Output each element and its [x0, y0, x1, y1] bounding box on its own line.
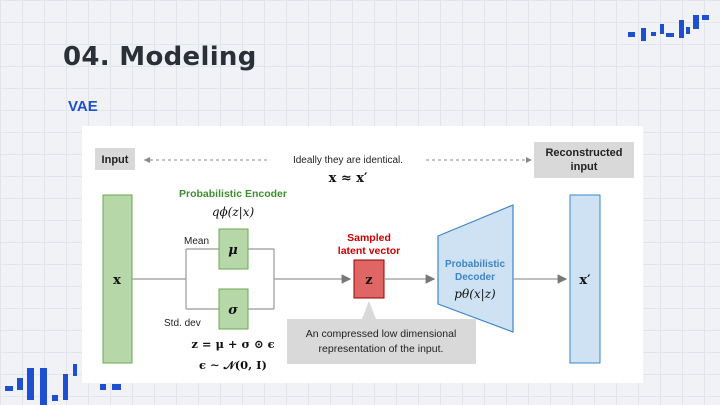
slide-title: 04. Modeling [63, 42, 257, 72]
sampled-label-line1: Sampled [347, 232, 391, 244]
encoder-formula: qϕ(z|x) [212, 205, 255, 219]
mu-symbol: μ [228, 243, 238, 258]
decoration-bottom-left [0, 362, 130, 405]
identical-formula: x ≈ x′ [329, 171, 368, 186]
output-xprime-column [569, 194, 601, 364]
decoder-shape [437, 204, 514, 333]
decoration-top-right [620, 10, 715, 45]
slide-subtitle: VAE [68, 98, 98, 115]
input-x-symbol: x [113, 273, 121, 288]
input-x-column [102, 194, 133, 364]
reconstructed-label-box [534, 142, 634, 178]
reparam-formula: z = μ + σ ⊙ ϵ [191, 337, 274, 351]
z-symbol: z [365, 273, 372, 288]
mu-box [218, 228, 249, 270]
vae-diagram-panel: Input Ideally they are identical. x ≈ x′… [82, 126, 643, 383]
callout-line1: An compressed low dimensional [306, 328, 457, 340]
identical-arrowhead-right [526, 157, 532, 163]
decoder-formula: pθ(x|z) [454, 287, 496, 301]
sampled-label-line2: latent vector [338, 245, 400, 257]
encoder-title: Probabilistic Encoder [179, 188, 287, 200]
z-box [353, 259, 385, 299]
sigma-box [218, 288, 249, 330]
reconstructed-label-line2: input [571, 161, 598, 173]
decoder-title-line1: Probabilistic [445, 259, 505, 270]
sigma-symbol: σ [228, 303, 238, 318]
identical-text: Ideally they are identical. [293, 155, 403, 166]
latent-callout-box [287, 301, 476, 364]
std-label: Std. dev [164, 318, 201, 329]
identical-arrowhead-left [144, 157, 150, 163]
input-label-box [95, 148, 135, 170]
vae-diagram: Input Ideally they are identical. x ≈ x′… [95, 142, 634, 372]
reconstructed-label-line1: Reconstructed [545, 147, 622, 159]
mean-label: Mean [184, 236, 209, 247]
epsilon-formula: ϵ ∼ 𝒩(0, I) [199, 358, 267, 372]
decoder-title-line2: Decoder [455, 272, 495, 283]
callout-line2: representation of the input. [319, 343, 444, 355]
output-xprime-symbol: x′ [579, 273, 591, 288]
input-label: Input [102, 154, 129, 166]
